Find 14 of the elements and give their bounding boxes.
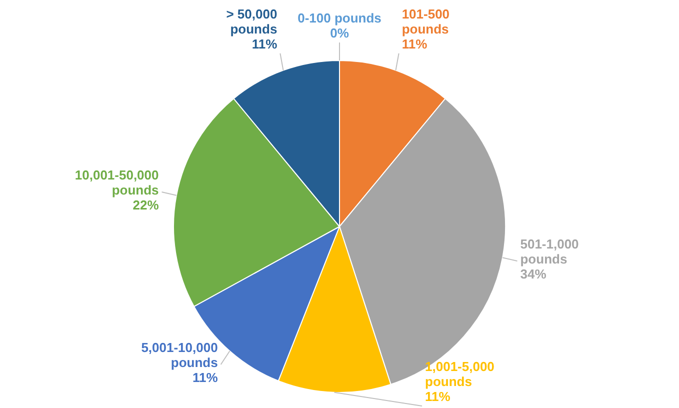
category-label: 0-100 pounds xyxy=(298,10,382,26)
data-label: 11% xyxy=(425,389,451,404)
slice-label: 501-1,000 pounds xyxy=(520,236,579,267)
slice-label: 101-500 pounds xyxy=(402,6,450,36)
slice-label: 10,001-50,000 pounds xyxy=(74,168,159,198)
data-label: 11% xyxy=(252,36,278,52)
text: 0% xyxy=(330,26,349,41)
data-label: 11% xyxy=(402,36,428,52)
data-label: 34% xyxy=(520,266,547,282)
slice-label: > 50,000 pounds xyxy=(226,6,278,36)
data-label: 22% xyxy=(132,198,160,213)
data-label: 11% xyxy=(192,370,218,386)
slice-label: 5,001-10,000 pounds xyxy=(141,340,218,370)
slice-label: 1,001-5,000 pounds xyxy=(425,359,494,390)
